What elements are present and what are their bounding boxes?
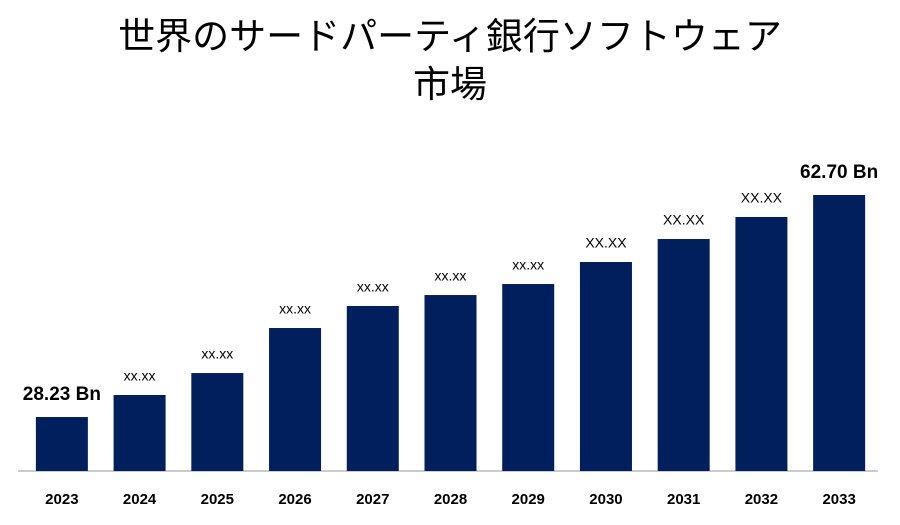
bar <box>735 216 788 471</box>
value-label: XX.XX <box>585 235 627 251</box>
x-tick-label: 2024 <box>123 491 157 508</box>
bar <box>424 295 477 471</box>
x-tick-label: 2027 <box>356 491 389 508</box>
value-label: 62.70 Bn <box>800 162 878 183</box>
value-label: xx.xx <box>279 301 311 317</box>
value-label: XX.XX <box>663 212 705 228</box>
bar <box>191 373 244 471</box>
x-tick-label: 2029 <box>512 491 545 508</box>
bar <box>579 262 632 471</box>
value-label: xx.xx <box>124 368 156 384</box>
x-tick-label: 2023 <box>45 491 78 508</box>
chart-title: 世界のサードパーティ銀行ソフトウェア市場 <box>118 17 782 106</box>
x-tick-label: 2030 <box>589 491 622 508</box>
x-tick-label: 2032 <box>745 491 778 508</box>
bar <box>657 239 710 471</box>
value-label: xx.xx <box>201 346 233 362</box>
bar <box>113 395 166 471</box>
bar <box>502 284 555 471</box>
value-label: XX.XX <box>741 190 783 206</box>
bar <box>346 305 399 471</box>
bar <box>35 417 88 471</box>
x-tick-label: 2028 <box>434 491 467 508</box>
x-tick-label: 2031 <box>667 491 700 508</box>
value-label: 28.23 Bn <box>23 384 101 405</box>
x-tick-label: 2026 <box>278 491 311 508</box>
bar <box>813 195 866 471</box>
value-label: xx.xx <box>357 279 389 295</box>
value-label: xx.xx <box>435 268 467 284</box>
value-label: xx.xx <box>512 257 544 273</box>
x-tick-label: 2033 <box>822 491 855 508</box>
bar <box>269 328 322 471</box>
x-tick-label: 2025 <box>201 491 234 508</box>
